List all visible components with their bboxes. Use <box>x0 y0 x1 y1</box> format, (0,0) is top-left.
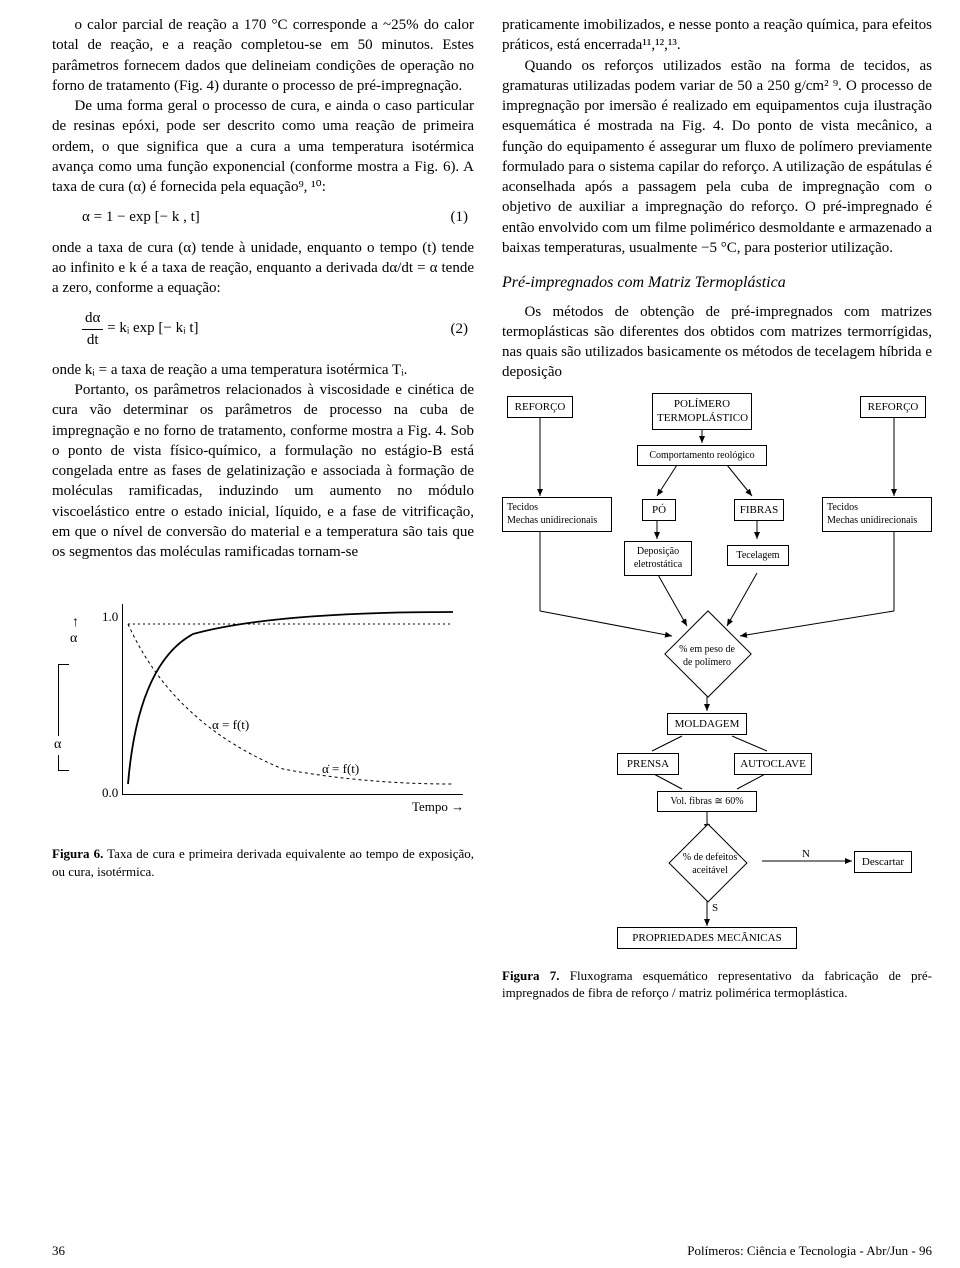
section-heading: Pré-impregnados com Matriz Termoplástica <box>502 272 932 294</box>
equation-1: α = 1 − exp [− k , t] (1) <box>82 207 474 227</box>
journal-name: Polímeros: Ciência e Tecnologia - Abr/Ju… <box>687 1242 932 1260</box>
node-polimero: POLÍMERO TERMOPLÁSTICO <box>652 393 752 431</box>
node-reforco-2: REFORÇO <box>860 396 926 419</box>
para: o calor parcial de reação a 170 °C corre… <box>52 15 474 96</box>
y-axis-label-2: α <box>54 736 61 755</box>
node-descartar: Descartar <box>854 851 912 874</box>
right-column: praticamente imobilizados, e nesse ponto… <box>502 15 932 1002</box>
curve-label-alpha: α = f(t) <box>212 716 249 734</box>
caption-bold: Figura 6. <box>52 846 103 861</box>
figure-6-caption: Figura 6. Taxa de cura e primeira deriva… <box>52 845 474 880</box>
node-vol-fibras: Vol. fibras ≅ 60% <box>657 791 757 813</box>
alpha-curve <box>128 612 453 784</box>
equation-2: dα dt = kᵢ exp [− kᵢ t] (2) <box>82 308 474 350</box>
page-footer: 36 Polímeros: Ciência e Tecnologia - Abr… <box>52 1242 932 1260</box>
frac-den: dt <box>82 330 103 350</box>
y-tick-bot: 0.0 <box>102 784 118 802</box>
eq-number: (1) <box>451 207 475 227</box>
para: Quando os reforços utilizados estão na f… <box>502 56 932 259</box>
caption-text: Taxa de cura e primeira derivada equival… <box>52 846 474 879</box>
node-tecidos-1: Tecidos Mechas unidirecionais <box>502 497 612 532</box>
eq-number: (2) <box>451 319 475 339</box>
node-tecelagem: Tecelagem <box>727 545 789 567</box>
diamond-peso-label: % em peso de de polímero <box>647 643 767 670</box>
node-deposicao: Deposição eletrostática <box>624 541 692 576</box>
caption-bold: Figura 7. <box>502 968 560 983</box>
para: praticamente imobilizados, e nesse ponto… <box>502 15 932 56</box>
page-number: 36 <box>52 1242 65 1260</box>
figure-6: ↑ α α 1.0 0.0 α = f(t) α̇ = f(t) <box>52 594 474 880</box>
y-tick-top: 1.0 <box>102 608 118 626</box>
left-column: o calor parcial de reação a 170 °C corre… <box>52 15 474 1002</box>
caption-text: Fluxograma esquemático representativo da… <box>502 968 932 1001</box>
para: onde a taxa de cura (α) tende à unidade,… <box>52 238 474 299</box>
node-fibras: FIBRAS <box>734 499 784 522</box>
label-n: N <box>802 847 810 862</box>
node-po: PÓ <box>642 499 676 522</box>
chart-plot <box>122 604 463 795</box>
node-propriedades: PROPRIEDADES MECÂNICAS <box>617 927 797 950</box>
curve-label-alphadot: α̇ = f(t) <box>322 760 359 778</box>
y-axis-label: α <box>70 630 77 649</box>
figure-7: REFORÇO POLÍMERO TERMOPLÁSTICO REFORÇO C… <box>502 391 932 1002</box>
node-moldagem: MOLDAGEM <box>667 713 747 736</box>
node-prensa: PRENSA <box>617 753 679 776</box>
label-s: S <box>712 901 718 916</box>
bracket-icon <box>58 664 69 771</box>
x-axis-label: Tempo → <box>412 798 464 816</box>
frac-num: dα <box>82 308 103 329</box>
eq-body: α = 1 − exp [− k , t] <box>82 207 451 227</box>
para: Portanto, os parâmetros relacionados à v… <box>52 380 474 562</box>
alphadot-curve <box>128 624 453 784</box>
diamond-defeitos-label: % de defeitos aceitável <box>650 851 770 878</box>
figure-7-caption: Figura 7. Fluxograma esquemático represe… <box>502 967 932 1002</box>
node-autoclave: AUTOCLAVE <box>734 753 812 776</box>
eq-body: dα dt = kᵢ exp [− kᵢ t] <box>82 308 451 350</box>
node-comportamento: Comportamento reológico <box>637 445 767 467</box>
para: onde kᵢ = a taxa de reação a uma tempera… <box>52 360 474 380</box>
node-tecidos-2: Tecidos Mechas unidirecionais <box>822 497 932 532</box>
para: Os métodos de obtenção de pré-impregnado… <box>502 302 932 383</box>
fraction: dα dt <box>82 308 103 350</box>
node-reforco-1: REFORÇO <box>507 396 573 419</box>
para: De uma forma geral o processo de cura, e… <box>52 96 474 197</box>
eq-rest: = kᵢ exp [− kᵢ t] <box>103 320 198 336</box>
